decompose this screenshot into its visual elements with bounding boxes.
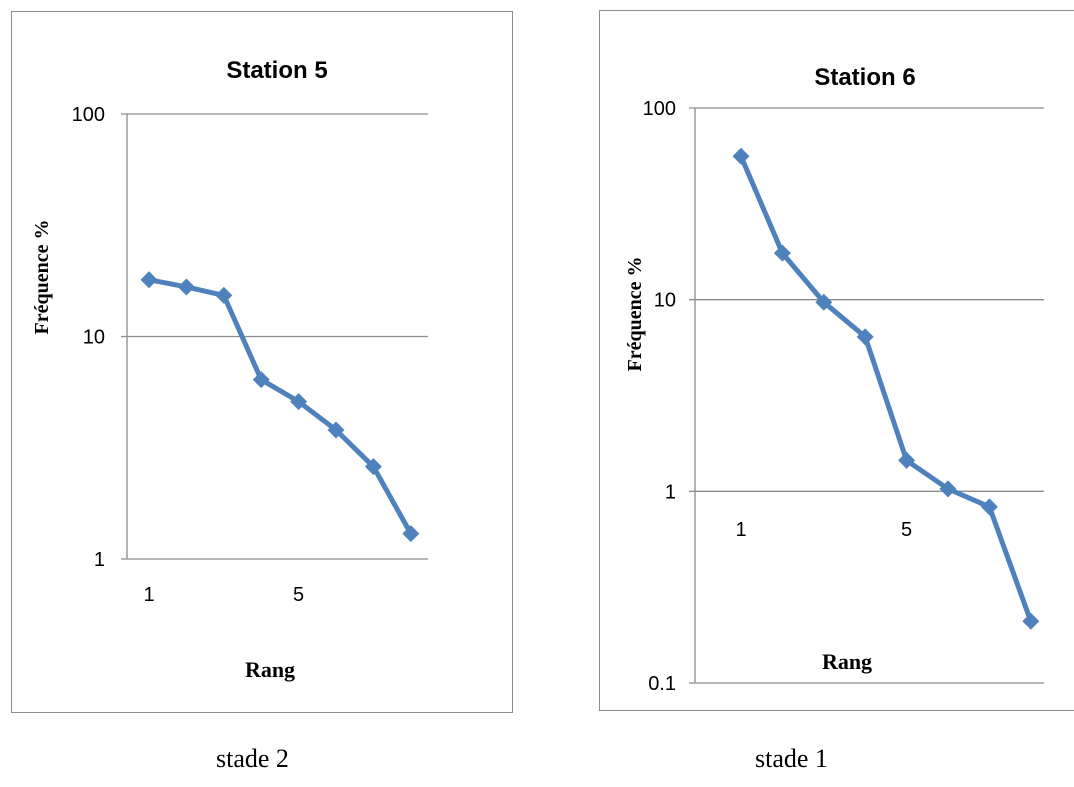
y-tick-label: 10 [83, 327, 105, 349]
data-point-marker [402, 525, 420, 543]
chart-panel-station-5: 1 10 100 1 5 Station 5 Fréquence % Rang [11, 11, 513, 713]
data-point-marker [939, 480, 957, 498]
chart-station-6: 0.1 1 10 100 1 5 Station 6 Fréquence % Rang [624, 64, 1044, 695]
data-point-marker [980, 498, 998, 516]
data-point-marker [290, 393, 308, 411]
data-point-marker [215, 286, 233, 304]
y-axis-label: Fréquence % [31, 220, 53, 335]
y-tick-label: 100 [643, 98, 676, 120]
data-point-marker [252, 371, 270, 389]
data-point-marker [898, 451, 916, 469]
data-point-marker [327, 421, 345, 439]
chart-title: Station 5 [226, 57, 327, 84]
y-tick-label: 0.1 [648, 673, 676, 695]
data-point-marker [364, 458, 382, 476]
x-axis-label: Rang [245, 657, 295, 682]
y-tick-label: 1 [94, 549, 105, 571]
chart-caption: stade 2 [216, 744, 289, 773]
chart-panel-station-6: 0.1 1 10 100 1 5 Station 6 Fréquence % Rang [599, 10, 1074, 711]
x-tick-label: 1 [735, 519, 746, 541]
data-point-marker [856, 328, 874, 346]
data-point-marker [1022, 612, 1040, 630]
y-tick-label: 10 [654, 290, 676, 312]
data-point-marker [773, 244, 791, 262]
chart-caption: stade 1 [755, 744, 828, 773]
x-tick-label: 1 [143, 584, 154, 606]
series-line [148, 277, 413, 535]
y-axis-label: Fréquence % [624, 257, 646, 372]
series-line [738, 155, 1034, 623]
x-axis-label: Rang [822, 649, 872, 674]
x-tick-label: 5 [293, 584, 304, 606]
data-point-marker [177, 278, 195, 296]
y-tick-label: 1 [665, 481, 676, 503]
x-tick-label: 5 [901, 519, 912, 541]
data-point-marker [732, 147, 750, 165]
data-point-marker [140, 271, 158, 289]
data-point-marker [815, 293, 833, 311]
chart-title: Station 6 [814, 64, 915, 91]
chart-station-5: 1 10 100 1 5 Station 5 Fréquence % Rang [31, 57, 428, 682]
y-tick-label: 100 [72, 104, 105, 126]
